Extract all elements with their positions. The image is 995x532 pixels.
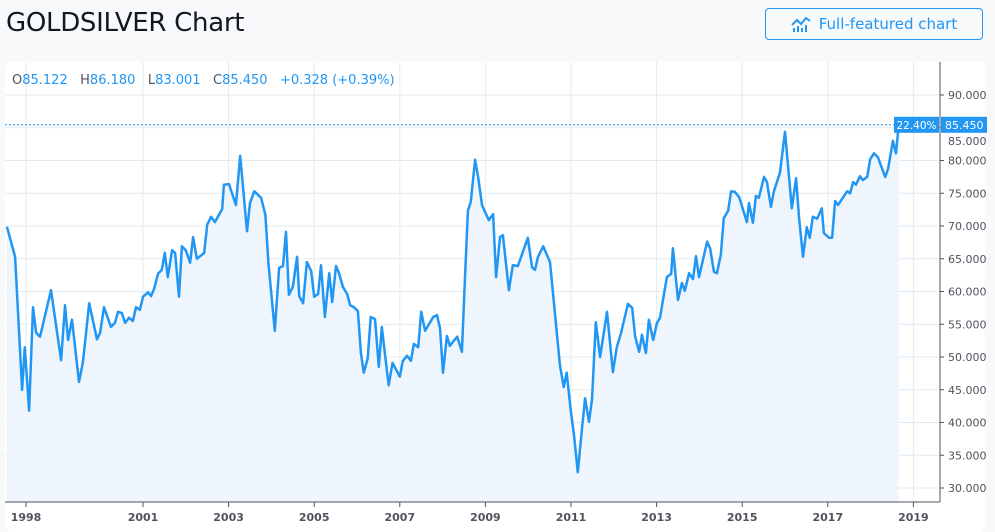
close-value: 85.450	[222, 73, 268, 88]
high-value: 86.180	[89, 73, 136, 88]
x-tick-label: 2015	[727, 511, 758, 524]
low-label: L	[147, 73, 156, 88]
open-label: O	[12, 73, 23, 88]
price-line	[5, 124, 901, 474]
y-tick-label: 60.000	[948, 286, 987, 299]
price-area-fill	[6, 124, 899, 503]
y-tick-label: 40.000	[948, 417, 987, 430]
y-tick-label: 70.000	[948, 220, 987, 233]
x-tick-label: 2011	[556, 511, 587, 524]
x-tick-label: 2001	[128, 511, 159, 524]
high-label: H	[80, 73, 90, 88]
x-tick-label: 2005	[299, 511, 330, 524]
y-tick-label: 30.000	[948, 482, 987, 495]
x-tick-label: 2019	[898, 511, 929, 524]
last-price-badge	[941, 116, 987, 133]
y-tick-label: 80.000	[948, 155, 987, 168]
x-tick-label: 2007	[384, 511, 415, 524]
y-tick-label: 65.000	[948, 253, 987, 266]
x-tick-label: 2013	[641, 511, 672, 524]
x-tick-label: 2017	[812, 511, 843, 524]
open-value: 85.122	[22, 73, 68, 88]
change-value: +0.328 (+0.39%)	[279, 73, 395, 88]
y-tick-label: 50.000	[948, 351, 987, 364]
y-tick-label: 85.000	[948, 135, 987, 148]
y-tick-label: 90.000	[948, 89, 987, 102]
button-label: Full-featured chart	[818, 15, 958, 33]
x-tick-label: 1998	[11, 511, 42, 524]
chart-line-icon	[791, 16, 811, 32]
y-tick-label: 45.000	[948, 384, 987, 397]
y-tick-label: 35.000	[948, 449, 987, 462]
ohlc-legend: O85.122 H86.180 L83.001 C85.450 +0.328 (…	[12, 73, 395, 88]
low-value: 83.001	[155, 73, 201, 88]
x-tick-label: 2003	[213, 511, 244, 524]
full-featured-chart-button[interactable]: Full-featured chart	[765, 8, 983, 40]
percent-badge-label: 22.40%	[896, 120, 936, 132]
y-tick-label: 75.000	[948, 187, 987, 200]
y-tick-label: 55.000	[948, 318, 987, 331]
page-title: GOLDSILVER Chart	[6, 8, 245, 38]
percent-badge	[894, 116, 939, 133]
x-tick-label: 2009	[470, 511, 501, 524]
last-price-label: 85.450	[945, 119, 984, 132]
close-label: C	[212, 73, 223, 88]
